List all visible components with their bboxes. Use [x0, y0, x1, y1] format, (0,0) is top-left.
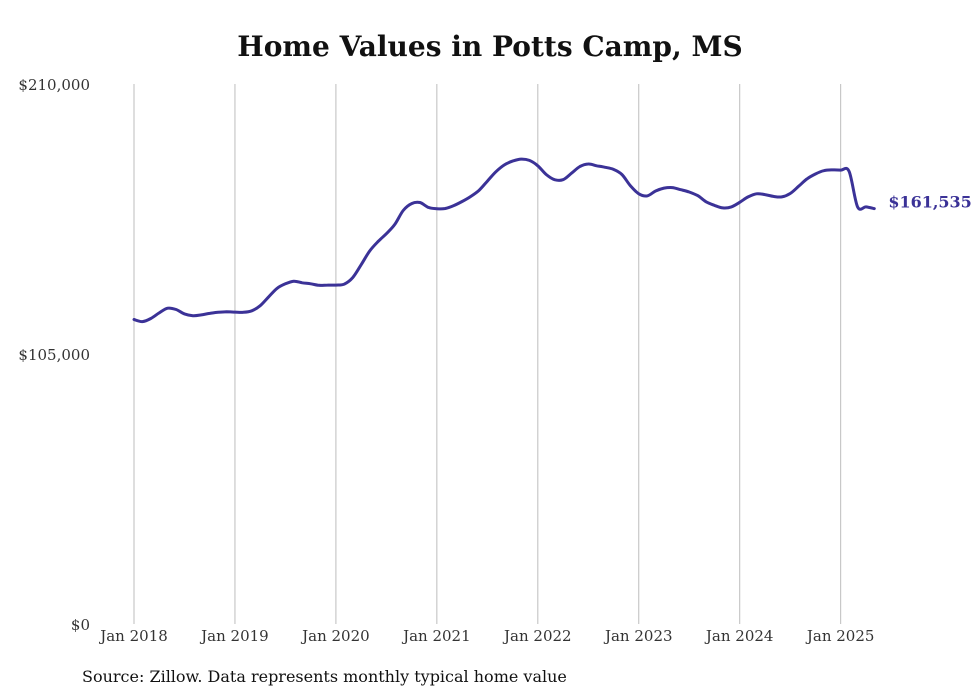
y-tick-label: $0 [71, 616, 90, 634]
chart-title: Home Values in Potts Camp, MS [237, 30, 743, 63]
x-tick-label: Jan 2024 [704, 627, 774, 645]
series-line [132, 157, 876, 324]
x-tick-label: Jan 2025 [805, 627, 875, 645]
x-tick-label: Jan 2020 [300, 627, 370, 645]
x-tick-label: Jan 2018 [98, 627, 168, 645]
x-tick-label: Jan 2021 [401, 627, 471, 645]
x-axis: Jan 2018 Jan 2019 Jan 2020 Jan 2021 Jan 2022… [98, 627, 874, 645]
x-tick-label: Jan 2023 [603, 627, 673, 645]
series-line-group [132, 157, 876, 324]
x-tick-label: Jan 2019 [199, 627, 269, 645]
y-tick-label: $105,000 [18, 346, 90, 364]
chart-source-note: Source: Zillow. Data represents monthly … [82, 667, 567, 686]
end-value-label: $161,535 [888, 193, 972, 212]
y-axis: $0 $105,000 $210,000 [18, 76, 90, 634]
x-tick-label: Jan 2022 [502, 627, 572, 645]
y-tick-label: $210,000 [18, 76, 90, 94]
gridlines [133, 84, 842, 624]
end-label-group: $161,535 [888, 193, 972, 212]
